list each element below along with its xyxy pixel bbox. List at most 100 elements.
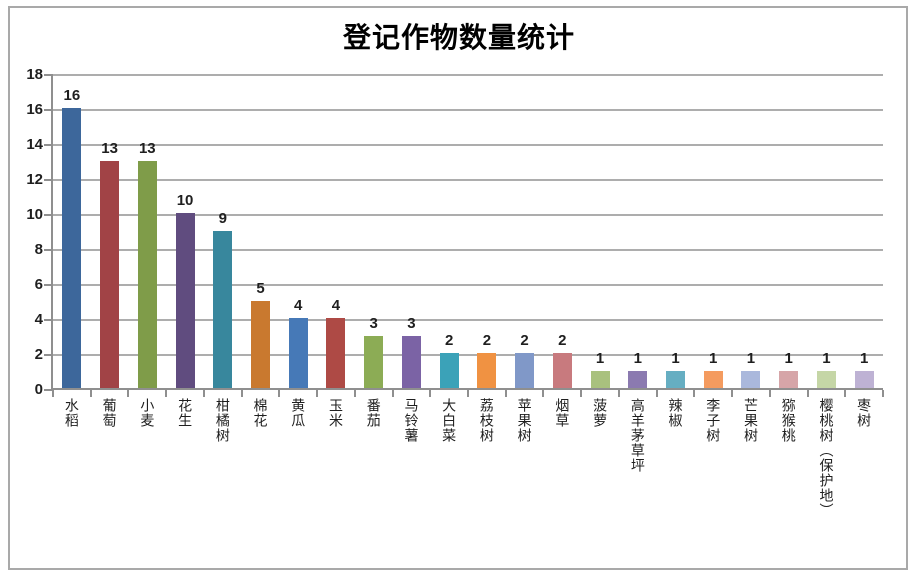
category-label: 芒果树 [743,398,759,443]
category-label: 水稻 [63,398,80,428]
bar-value-label: 4 [331,297,341,314]
y-axis-tick [44,354,53,356]
bar-小麦 [137,160,157,388]
bar-value-label: 13 [101,139,118,157]
category-label: 柑橘树 [214,398,231,443]
x-axis-tick [693,390,696,397]
x-axis-tick [316,390,319,397]
x-axis-tick [52,390,54,397]
bar-value-label: 10 [176,192,194,209]
gridline-18 [53,74,883,76]
x-axis-tick [806,390,809,397]
category-label: 烟草 [554,398,571,428]
x-axis-tick [731,390,734,397]
bar-黄瓜 [288,318,308,388]
bar-芒果树 [741,370,761,388]
x-axis-tick [165,390,168,397]
bar-枣树 [854,370,874,388]
bar-value-label: 1 [633,349,642,367]
y-axis-label-18: 18 [26,66,43,83]
y-axis-label-10: 10 [26,206,43,223]
category-label: 樱桃树（保护地） [818,398,835,518]
gridline-2 [53,354,883,356]
x-axis-tick [882,390,884,397]
bar-value-label: 1 [709,349,718,367]
x-axis-line [51,388,883,390]
x-axis-tick [89,390,92,397]
plot-area: 16 13 13 10 9 5 4 4 3 3 2 2 2 2 1 1 1 1 1 1 1 1 [44,74,884,397]
y-axis-label-14: 14 [26,136,43,153]
category-label: 枣树 [856,398,873,428]
bar-高羊茅草坪 [628,370,648,388]
bar-value-label: 1 [595,349,605,367]
category-label: 玉米 [328,398,344,428]
x-axis-tick [617,390,620,397]
bar-value-label: 5 [256,279,265,297]
bar-苹果树 [515,353,535,388]
x-axis-tick [504,390,507,397]
category-label: 番茄 [365,398,382,428]
bar-value-label: 2 [520,332,529,349]
bar-value-label: 3 [407,314,416,332]
category-labels: 水稻 葡萄 小麦 花生 柑橘树 棉花 黄瓜 玉米 番茄 马铃薯 大白菜 荔枝树 苹果树 烟草 菠萝 高羊茅草坪… [53,398,883,558]
bar-value-label: 4 [294,297,303,314]
category-label: 猕猴桃 [780,398,797,443]
bar-value-label: 1 [784,349,793,367]
y-axis-labels: 0 2 4 6 8 10 12 14 16 18 [0,66,43,398]
bar-李子树 [703,370,723,388]
category-label: 葡萄 [101,398,118,428]
bar-value-label: 16 [63,87,81,104]
bar-大白菜 [439,353,459,388]
category-label: 马铃薯 [403,398,420,443]
gridline-10 [53,214,883,216]
category-label: 菠萝 [592,398,609,428]
gridline-12 [53,179,883,181]
bar-猕猴桃 [779,370,799,388]
bar-水稻 [62,108,82,388]
y-axis-label-2: 2 [34,346,43,363]
bar-value-label: 1 [671,349,680,367]
category-label: 高羊茅草坪 [629,398,646,473]
x-axis-tick [542,390,545,397]
bar-樱桃树（保护地） [816,370,836,388]
category-label: 荔枝树 [478,398,495,443]
category-label: 小麦 [139,398,156,428]
category-label: 黄瓜 [290,398,307,428]
bar-value-label: 13 [138,139,156,157]
y-axis-tick [44,249,53,251]
bar-辣椒 [666,370,685,388]
bar-棉花 [251,300,270,388]
bar-菠萝 [590,370,610,388]
category-label: 花生 [177,398,194,428]
bar-value-label: 1 [746,349,756,367]
bar-柑橘树 [213,230,233,388]
bar-value-label: 3 [369,314,378,332]
y-axis-tick [44,284,53,286]
x-axis-tick [580,390,583,397]
gridline-4 [53,319,883,321]
bar-value-label: 9 [218,209,227,227]
x-axis-tick [240,390,243,397]
x-axis-tick [127,390,130,397]
category-label: 棉花 [252,398,269,428]
x-axis-tick [202,390,205,397]
x-axis-tick [391,390,394,397]
y-axis-label-16: 16 [26,101,43,118]
bar-value-label: 2 [558,332,567,349]
bar-value-label: 1 [859,349,869,367]
y-axis-tick [44,109,53,111]
y-axis-label-6: 6 [34,276,43,293]
chart-frame [8,6,908,570]
y-axis-label-8: 8 [34,241,43,258]
gridline-8 [53,249,883,251]
x-axis-tick [844,390,847,397]
y-axis-label-0: 0 [34,381,43,398]
gridline-6 [53,284,883,286]
x-axis-tick [429,390,432,397]
bar-value-label: 2 [444,332,454,349]
y-axis-tick [44,389,53,391]
bar-玉米 [326,318,346,388]
y-axis-label-12: 12 [26,171,43,188]
gridline-14 [53,144,883,146]
